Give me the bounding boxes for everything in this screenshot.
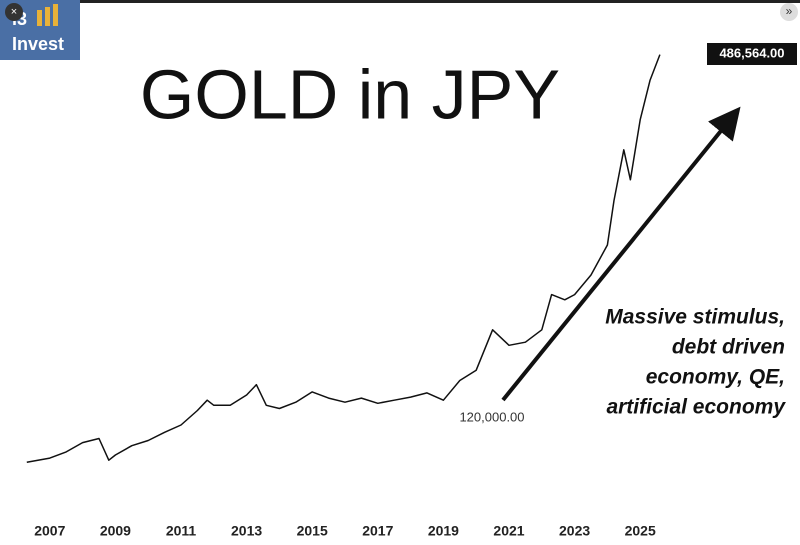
x-tick-label: 2011 xyxy=(166,523,197,539)
annotation: Massive stimulus, debt driven economy, QE,… xyxy=(605,306,786,419)
trend-arrow xyxy=(501,106,741,402)
logo-text: Invest xyxy=(12,34,64,54)
x-tick-label: 2025 xyxy=(625,523,656,539)
x-tick-label: 2021 xyxy=(493,523,524,539)
annotation-line: Massive stimulus, xyxy=(605,306,785,329)
annotation-line: artificial economy xyxy=(606,396,786,419)
chart-title: GOLD in JPY xyxy=(140,55,560,133)
logo-bar xyxy=(45,7,50,26)
price-line xyxy=(26,54,661,464)
x-tick-label: 2007 xyxy=(34,523,65,539)
price-label-box xyxy=(707,43,797,65)
close-button[interactable] xyxy=(5,3,23,21)
expand-button[interactable] xyxy=(780,3,798,21)
logo-bar xyxy=(37,10,42,26)
top-border xyxy=(0,0,800,3)
x-tick-label: 2017 xyxy=(362,523,393,539)
level-label: 120,000.00 xyxy=(459,409,524,424)
x-tick-label: 2019 xyxy=(428,523,459,539)
annotation-line: debt driven xyxy=(672,336,785,359)
expand-icon[interactable]: » xyxy=(786,4,793,18)
x-tick-label: 2009 xyxy=(100,523,131,539)
last-price-label: 486,564.00 xyxy=(719,45,784,60)
x-tick-label: 2023 xyxy=(559,523,590,539)
logo-bar xyxy=(53,4,58,26)
close-icon[interactable]: × xyxy=(11,6,17,18)
x-tick-label: 2013 xyxy=(231,523,262,539)
x-tick-label: 2015 xyxy=(297,523,328,539)
annotation-line: economy, QE, xyxy=(646,366,785,389)
